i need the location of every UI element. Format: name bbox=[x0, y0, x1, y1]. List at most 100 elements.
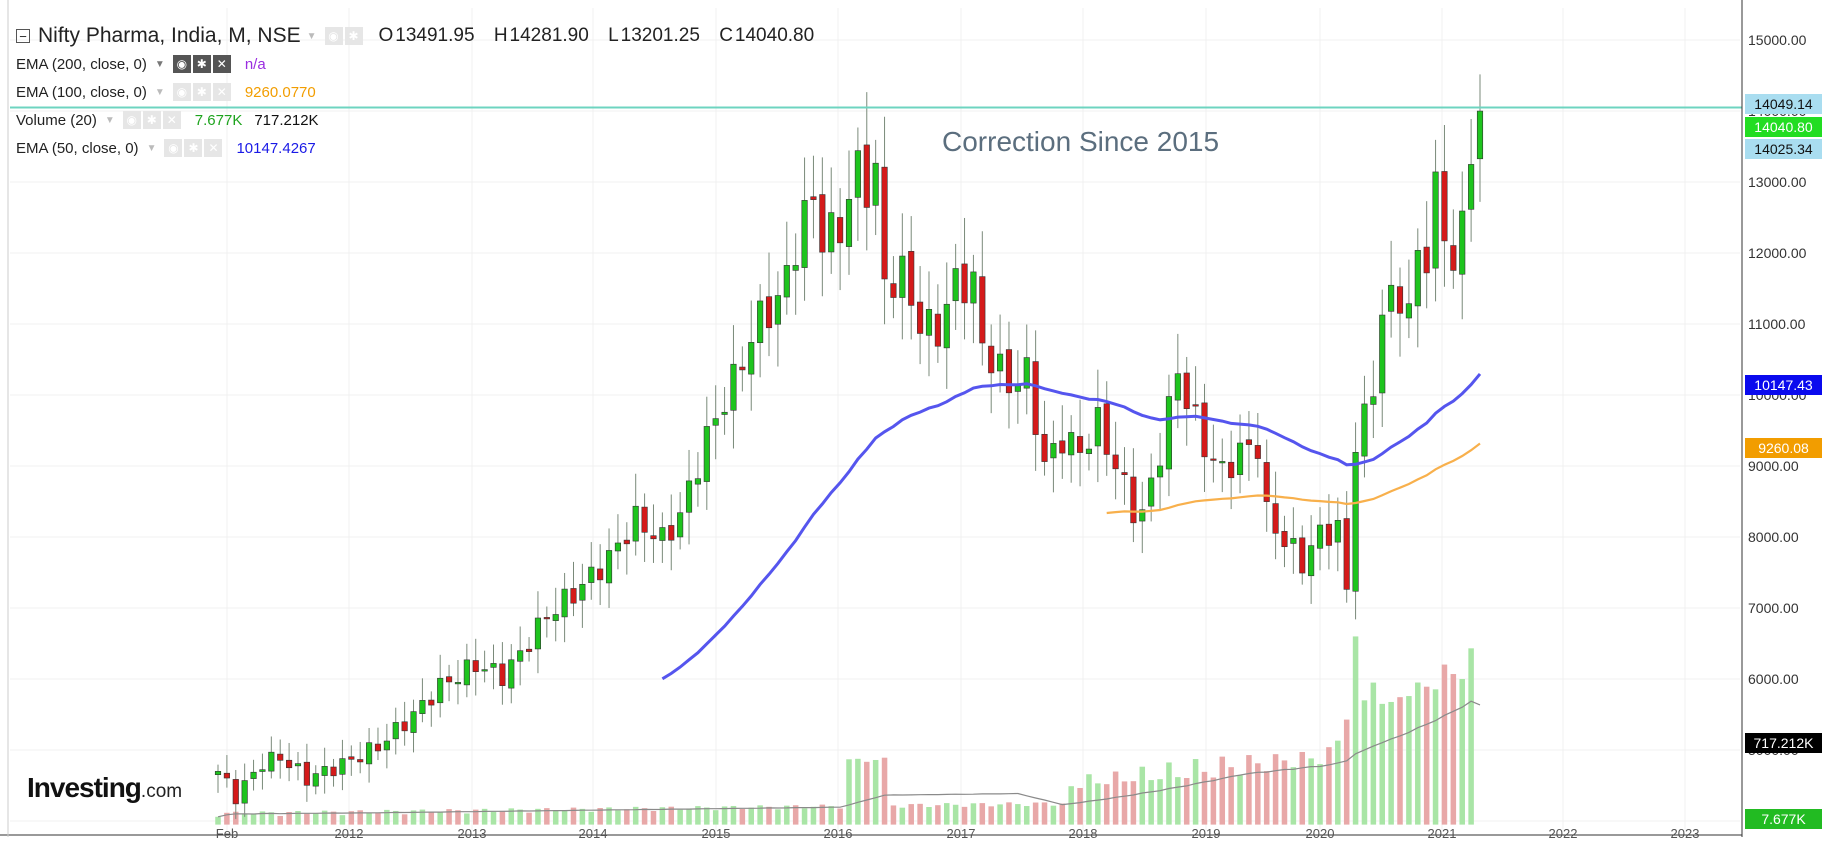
volume-bar bbox=[446, 809, 452, 825]
close-icon[interactable]: ✕ bbox=[212, 83, 231, 101]
indicator-ema100[interactable]: EMA (100, close, 0) ▼ ◉ ✱ ✕ 9260.0770 bbox=[16, 78, 828, 106]
volume-bar bbox=[890, 805, 897, 825]
candle-up bbox=[854, 150, 861, 198]
chevron-down-icon[interactable]: ▼ bbox=[146, 142, 157, 154]
eye-icon[interactable]: ◉ bbox=[172, 83, 191, 101]
volume-bar bbox=[384, 809, 390, 825]
volume-bar bbox=[1299, 751, 1306, 825]
candle-up bbox=[454, 682, 462, 685]
candle-up bbox=[241, 780, 248, 804]
candle-down bbox=[1103, 403, 1110, 455]
close-icon[interactable]: ✕ bbox=[204, 139, 223, 157]
volume-bar bbox=[481, 808, 488, 825]
volume-bar bbox=[241, 814, 248, 825]
candle-down bbox=[597, 568, 604, 581]
chevron-down-icon[interactable]: ▼ bbox=[154, 86, 165, 98]
volume-bar bbox=[1112, 771, 1119, 825]
candle-down bbox=[570, 588, 577, 604]
candle-down bbox=[641, 506, 648, 533]
symbol-title[interactable]: Nifty Pharma, India, M, NSE bbox=[38, 24, 301, 47]
candle-down bbox=[908, 251, 915, 306]
candle-down bbox=[881, 166, 888, 280]
volume-bar bbox=[1423, 686, 1430, 825]
volume-bar bbox=[286, 812, 292, 825]
candle-down bbox=[1263, 462, 1270, 502]
candle-up bbox=[970, 271, 977, 304]
indicator-label[interactable]: Volume (20) bbox=[16, 111, 97, 129]
chevron-down-icon[interactable]: ▼ bbox=[306, 30, 317, 42]
gear-icon[interactable]: ✱ bbox=[192, 83, 211, 101]
volume-bar bbox=[579, 808, 586, 825]
volume-bar bbox=[1388, 701, 1394, 825]
candle-down bbox=[1325, 523, 1332, 546]
volume-bar bbox=[1343, 719, 1350, 825]
volume-bar bbox=[1361, 700, 1368, 825]
gear-icon[interactable]: ✱ bbox=[344, 27, 363, 45]
candle-down bbox=[917, 301, 924, 334]
y-tick-label: 6000.00 bbox=[1748, 671, 1799, 688]
volume-bar bbox=[1406, 696, 1412, 825]
indicator-label[interactable]: EMA (100, close, 0) bbox=[16, 83, 147, 101]
candle-up bbox=[321, 766, 328, 776]
volume-bar bbox=[961, 806, 968, 825]
close-icon[interactable]: ✕ bbox=[212, 55, 231, 73]
close-icon[interactable]: ✕ bbox=[162, 111, 181, 129]
candle-down bbox=[1059, 440, 1066, 454]
volume-bar bbox=[357, 810, 363, 825]
candle-down bbox=[988, 345, 995, 374]
ema-100-line bbox=[1106, 442, 1481, 515]
candle-down bbox=[543, 617, 550, 620]
volume-bar bbox=[597, 808, 603, 825]
volume-bar bbox=[410, 810, 417, 825]
candle-down bbox=[1245, 439, 1252, 445]
candle-down bbox=[863, 144, 870, 208]
eye-icon[interactable]: ◉ bbox=[324, 27, 343, 45]
candle-up bbox=[712, 418, 719, 426]
volume-bar bbox=[615, 810, 621, 825]
volume-ma-line bbox=[217, 700, 1481, 818]
indicator-label[interactable]: EMA (50, close, 0) bbox=[16, 139, 139, 157]
y-tick-label: 15000.00 bbox=[1748, 31, 1807, 48]
volume-bar bbox=[864, 761, 870, 825]
gear-icon[interactable]: ✱ bbox=[142, 111, 161, 129]
candle-up bbox=[677, 512, 684, 538]
volume-bar bbox=[632, 806, 639, 825]
collapse-icon[interactable]: − bbox=[16, 29, 30, 43]
close-label: C bbox=[719, 25, 733, 46]
indicator-label[interactable]: EMA (200, close, 0) bbox=[16, 55, 147, 73]
indicator-value: n/a bbox=[244, 55, 266, 73]
eye-icon[interactable]: ◉ bbox=[172, 55, 191, 73]
volume-bar bbox=[1103, 784, 1110, 825]
volume-bar bbox=[428, 812, 435, 825]
chart-annotation[interactable]: Correction Since 2015 bbox=[942, 126, 1220, 157]
gear-icon[interactable]: ✱ bbox=[192, 55, 211, 73]
candle-down bbox=[1201, 402, 1208, 458]
volume-bar bbox=[339, 815, 346, 825]
volume-bar bbox=[668, 806, 675, 825]
gear-icon[interactable]: ✱ bbox=[184, 139, 203, 157]
candle-up bbox=[1468, 164, 1475, 210]
volume-bar bbox=[215, 816, 221, 825]
volume-bar bbox=[792, 805, 799, 825]
candle-up bbox=[774, 295, 781, 325]
chevron-down-icon[interactable]: ▼ bbox=[154, 58, 165, 70]
volume-bar bbox=[650, 810, 657, 825]
volume-bar bbox=[1352, 636, 1359, 825]
indicator-ema200[interactable]: EMA (200, close, 0) ▼ ◉ ✱ ✕ n/a bbox=[16, 50, 828, 78]
indicator-volume[interactable]: Volume (20) ▼ ◉ ✱ ✕ 7.677K 717.212K bbox=[16, 106, 828, 134]
chevron-down-icon[interactable]: ▼ bbox=[104, 114, 115, 126]
volume-bar bbox=[1308, 758, 1314, 825]
eye-icon[interactable]: ◉ bbox=[164, 139, 183, 157]
indicator-ema50[interactable]: EMA (50, close, 0) ▼ ◉ ✱ ✕ 10147.4267 bbox=[16, 134, 828, 162]
candle-down bbox=[1396, 286, 1404, 314]
y-tick-label: 11000.00 bbox=[1748, 315, 1806, 332]
volume-bar bbox=[970, 803, 977, 825]
volume-bar bbox=[624, 809, 630, 825]
indicator-value: 9260.0770 bbox=[244, 83, 316, 101]
eye-icon[interactable]: ◉ bbox=[122, 111, 141, 129]
candle-up bbox=[943, 303, 950, 349]
candle-up bbox=[419, 700, 426, 714]
candle-up bbox=[1379, 314, 1386, 394]
candle-up bbox=[552, 614, 559, 621]
